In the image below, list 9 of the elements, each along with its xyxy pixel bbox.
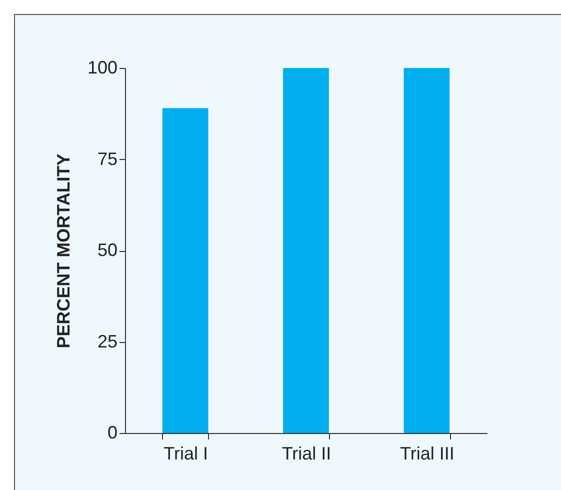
y-axis-title: PERCENT MORTALITY — [53, 154, 74, 348]
x-tick-label: Trial II — [282, 444, 332, 464]
y-tick-label: 50 — [97, 240, 118, 260]
x-tick-label: Trial III — [400, 444, 454, 464]
x-tick-label: Trial I — [164, 444, 208, 464]
y-tick-label: 0 — [107, 422, 118, 442]
y-tick-label: 25 — [97, 331, 118, 352]
y-tick-label: 75 — [97, 148, 118, 169]
y-tick-label: 100 — [87, 58, 118, 78]
